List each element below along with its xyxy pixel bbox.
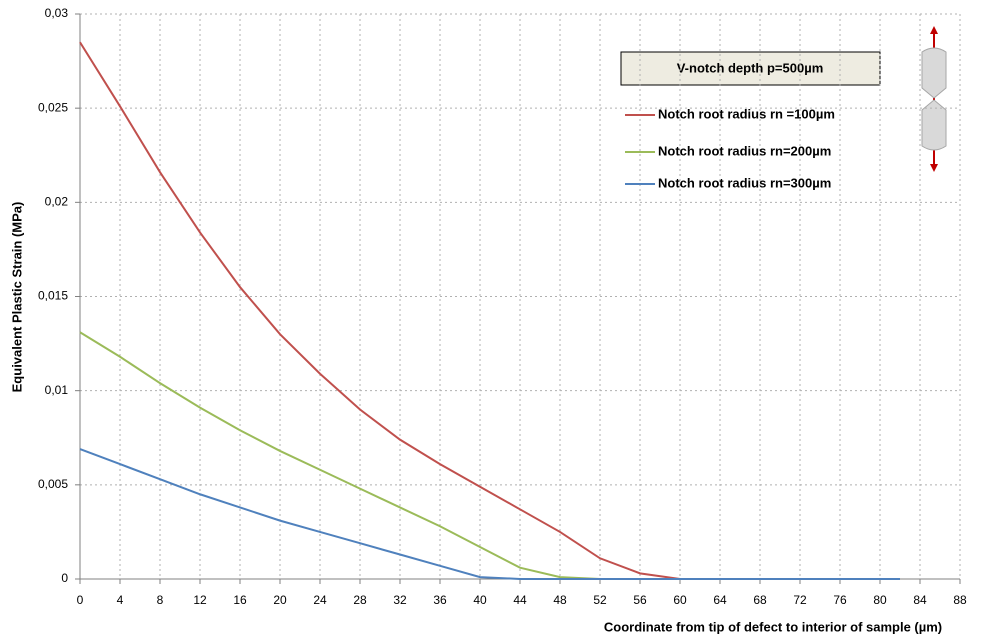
series-line — [79, 41, 900, 580]
x-tick-label: 36 — [433, 593, 447, 607]
x-tick-label: 64 — [713, 593, 727, 607]
x-tick-label: 28 — [353, 593, 367, 607]
x-tick-label: 12 — [193, 593, 207, 607]
x-tick-label: 4 — [117, 593, 124, 607]
y-tick-label: 0,005 — [38, 477, 68, 491]
legend-label: Notch root radius rn=200µm — [658, 143, 831, 158]
x-tick-label: 52 — [593, 593, 607, 607]
y-tick-label: 0,03 — [45, 6, 69, 20]
x-tick-label: 48 — [553, 593, 567, 607]
x-axis-title: Coordinate from tip of defect to interio… — [604, 619, 942, 634]
specimen-icon — [921, 26, 947, 172]
x-tick-label: 60 — [673, 593, 687, 607]
x-tick-label: 80 — [873, 593, 887, 607]
series-line — [79, 448, 900, 580]
x-tick-label: 32 — [393, 593, 407, 607]
y-tick-label: 0,02 — [45, 195, 69, 209]
y-tick-label: 0,025 — [38, 100, 68, 114]
x-tick-label: 72 — [793, 593, 807, 607]
legend-label: Notch root radius rn=300µm — [658, 175, 831, 190]
x-tick-label: 8 — [157, 593, 164, 607]
annotation: V-notch depth p=500µm — [677, 60, 824, 75]
x-tick-label: 76 — [833, 593, 847, 607]
x-tick-label: 88 — [953, 593, 967, 607]
x-tick-label: 40 — [473, 593, 487, 607]
x-tick-label: 24 — [313, 593, 327, 607]
x-tick-label: 16 — [233, 593, 247, 607]
y-axis-title: Equivalent Plastic Strain (MPa) — [9, 202, 24, 393]
x-tick-label: 68 — [753, 593, 767, 607]
x-tick-label: 20 — [273, 593, 287, 607]
x-tick-label: 44 — [513, 593, 527, 607]
x-tick-label: 0 — [77, 593, 84, 607]
series-line — [79, 331, 900, 580]
x-tick-label: 84 — [913, 593, 927, 607]
y-tick-label: 0 — [61, 571, 68, 585]
y-tick-label: 0,01 — [45, 383, 69, 397]
x-tick-label: 56 — [633, 593, 647, 607]
y-tick-label: 0,015 — [38, 289, 68, 303]
legend-label: Notch root radius rn =100µm — [658, 106, 835, 121]
annotation-box — [620, 51, 881, 86]
